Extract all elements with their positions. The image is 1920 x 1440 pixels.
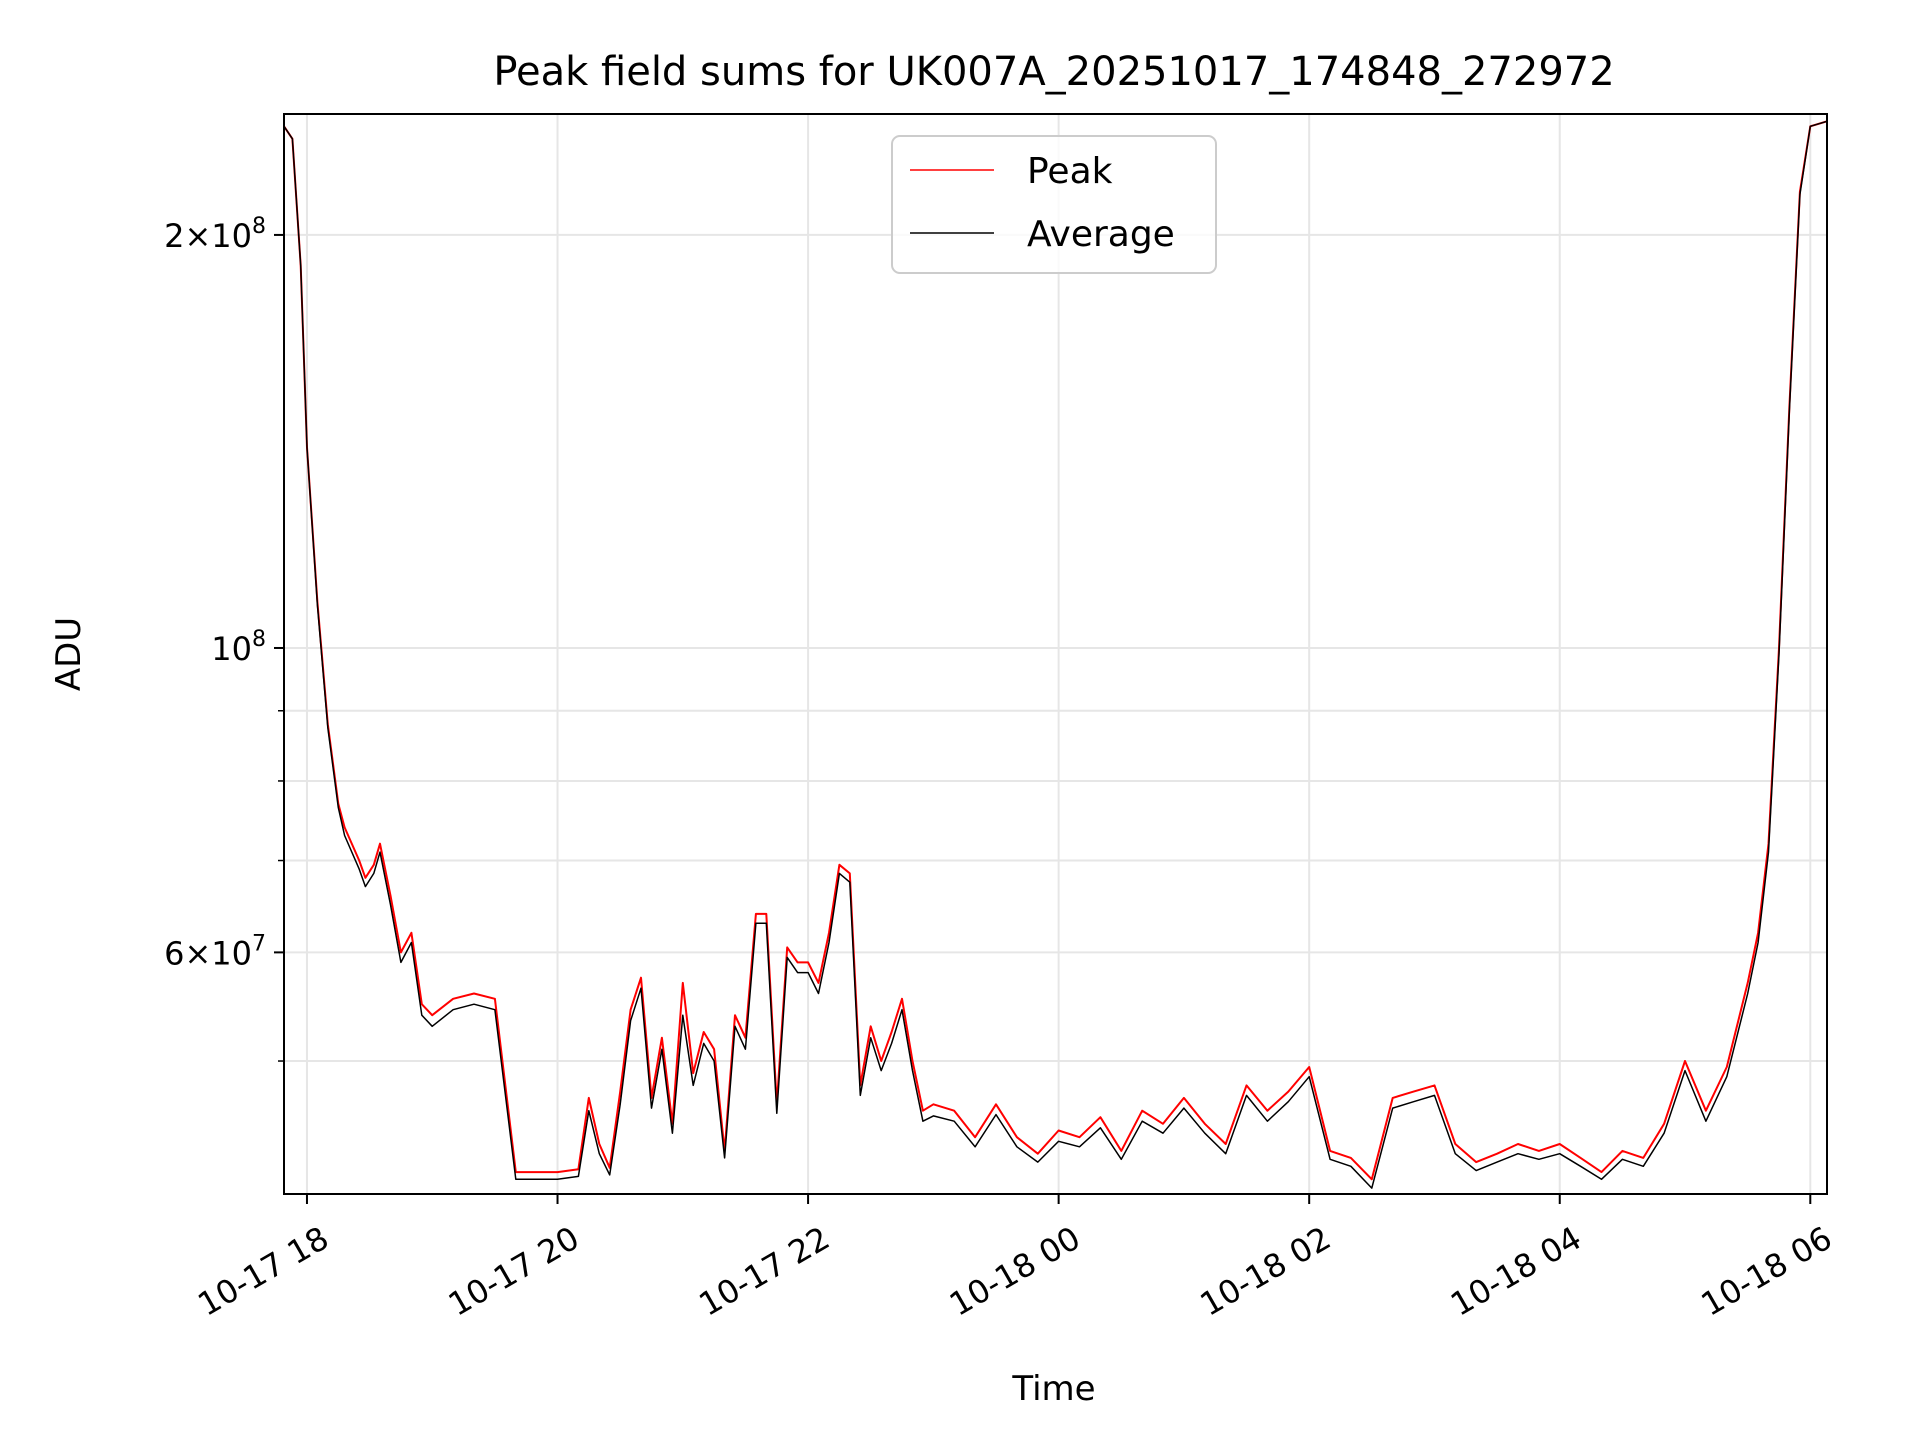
legend: Peak Average — [891, 135, 1217, 274]
plot-frame — [283, 113, 1828, 1195]
series-line-average — [283, 120, 1828, 1189]
y-tick-label: 6×107 — [164, 931, 266, 972]
y-axis-ticks: 2×108 108 6×107 — [164, 214, 284, 972]
legend-label-average: Average — [1027, 214, 1175, 255]
y-axis-label: ADU — [49, 617, 89, 691]
legend-label-peak: Peak — [1027, 151, 1113, 192]
y-tick-label: 2×108 — [164, 214, 266, 255]
series-lines — [283, 120, 1828, 1189]
x-axis-label: Time — [1011, 1369, 1095, 1409]
chart-title: Peak field sums for UK007A_20251017_1748… — [493, 49, 1614, 95]
y-tick-label: 108 — [211, 627, 266, 668]
series-line-peak — [283, 120, 1828, 1181]
grid — [284, 114, 1827, 1194]
